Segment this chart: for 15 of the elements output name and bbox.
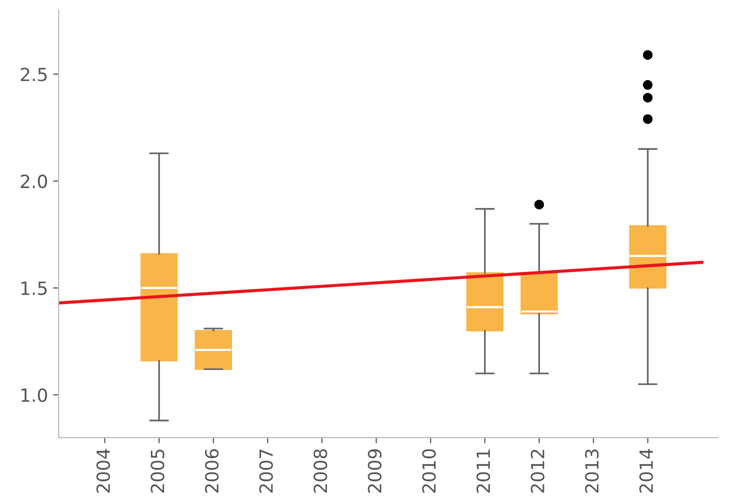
x-tick-label: 2006 — [204, 449, 219, 493]
x-tick-label: 2012 — [530, 450, 544, 493]
y-tick-label: 1.5 — [21, 282, 47, 296]
x-tick-label: 2009 — [368, 449, 382, 493]
x-tick-label: 2005 — [150, 450, 164, 493]
x-tick-label: 2007 — [259, 450, 273, 493]
x-tick-label: 2013 — [585, 449, 599, 493]
y-tick-label: 2.0 — [20, 174, 48, 188]
x-tick-label: 2008 — [314, 449, 328, 493]
x-tick-label: 2004 — [96, 449, 110, 493]
x-tick-label: 2010 — [422, 449, 436, 493]
x-tick-label: 2011 — [476, 450, 490, 493]
x-tick-label: 2014 — [639, 449, 653, 493]
y-tick-label: 1.0 — [21, 388, 48, 402]
y-tick-label: 2.5 — [20, 68, 47, 82]
